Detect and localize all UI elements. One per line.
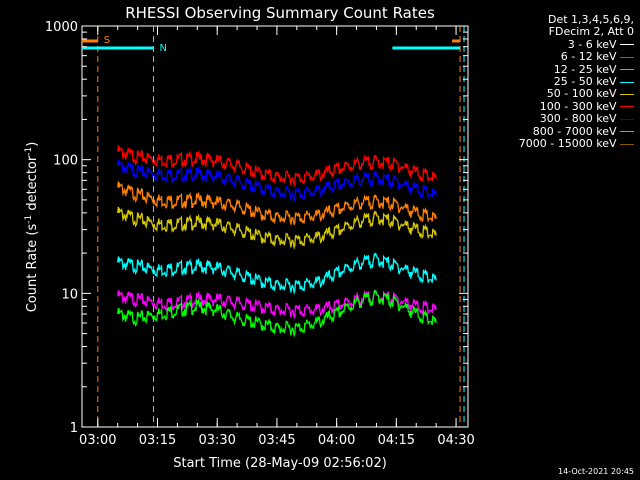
series-line-50-100-kev	[117, 206, 437, 250]
legend-swatch	[620, 44, 634, 46]
y-axis-label-main: Count Rate (s	[25, 224, 40, 313]
legend-entry-label: 50 - 100 keV	[546, 87, 620, 101]
legend-swatch	[620, 93, 634, 95]
legend-entry: 12 - 25 keV	[519, 62, 634, 76]
legend-entry-label: 6 - 12 keV	[560, 50, 620, 64]
y-axis-label-sup2: -1	[24, 147, 34, 156]
chart-title: RHESSI Observing Summary Count Rates	[125, 4, 435, 22]
legend-entry: 7000 - 15000 keV	[518, 137, 634, 151]
legend-swatch	[620, 131, 634, 133]
x-axis-label: Start Time (28-May-09 02:56:02)	[173, 456, 387, 471]
generation-timestamp: 14-Oct-2021 20:45	[558, 467, 634, 476]
legend-swatch	[620, 56, 634, 58]
marker-layer: SN	[82, 26, 465, 427]
legend-swatch	[620, 118, 634, 120]
legend-entry-label: 12 - 25 keV	[553, 62, 620, 76]
legend-items: 3 - 6 keV 6 - 12 keV 12 - 25 keV 25 - 50…	[518, 37, 634, 151]
series-line-3-6-kev	[117, 309, 437, 348]
legend-header-1: Det 1,3,4,5,6,9,	[547, 13, 634, 26]
legend-entry: 6 - 12 keV	[519, 51, 634, 63]
y-axis-label-mid: detector	[25, 155, 40, 215]
series-line-25-50-kev	[117, 252, 437, 296]
legend-swatch	[620, 106, 634, 108]
x-tick-label: 03:30	[198, 433, 235, 448]
series-layer	[117, 145, 437, 348]
legend-swatch	[620, 81, 634, 83]
legend-entry-label: 300 - 800 keV	[539, 112, 620, 126]
legend-entry: 25 - 50 keV	[519, 75, 634, 89]
legend-entry: 3 - 6 keV	[519, 37, 634, 51]
legend-entry-label: 800 - 7000 keV	[532, 124, 620, 138]
legend-header-2: FDecim 2, Att 0	[548, 25, 634, 39]
series-line-300-800-kev	[117, 159, 437, 204]
axis-layer: 1 10 100 1000 03:00 03:15 03:30 03:45 04:00 04:15…	[45, 20, 475, 448]
legend: Det 1,3,4,5,6,9, FDecim 2, Att 0 3 - 6 k…	[518, 13, 634, 151]
y-tick-label: 1000	[45, 20, 78, 35]
legend-entry: 50 - 100 keV	[519, 88, 634, 100]
legend-entry-label: 3 - 6 keV	[567, 37, 620, 51]
series-line-100-300-kev	[117, 145, 437, 188]
legend-entry: 100 - 300 keV	[519, 99, 634, 113]
legend-swatch	[620, 69, 634, 71]
y-tick-label: 1	[70, 421, 78, 436]
x-tick-label: 03:00	[79, 433, 116, 448]
y-axis-label-sup1: -1	[24, 215, 34, 224]
x-tick-label: 03:15	[139, 433, 176, 448]
x-tick-label: 03:45	[258, 433, 295, 448]
y-tick-label: 10	[61, 287, 78, 302]
plot-frame	[81, 25, 469, 428]
legend-entry-label: 7000 - 15000 keV	[518, 137, 620, 151]
x-tick-label: 04:15	[378, 433, 415, 448]
y-axis-label: Count Rate (s-1 detector-1)	[24, 142, 40, 313]
legend-swatch	[620, 143, 634, 145]
series-line-800-7000-kev	[117, 181, 437, 225]
legend-entry-label: 25 - 50 keV	[553, 75, 620, 89]
y-tick-label: 100	[53, 154, 78, 169]
y-axis-label-end: )	[25, 142, 40, 147]
x-tick-label: 04:00	[318, 433, 355, 448]
legend-entry-label: 100 - 300 keV	[539, 99, 620, 113]
legend-entry: 300 - 800 keV	[519, 113, 634, 125]
attenuator-label: S	[104, 35, 110, 46]
series-line-12-25-kev	[117, 289, 437, 338]
x-tick-label: 04:30	[437, 433, 474, 448]
attenuator-label: N	[160, 43, 167, 54]
legend-entry: 800 - 7000 keV	[519, 124, 634, 138]
